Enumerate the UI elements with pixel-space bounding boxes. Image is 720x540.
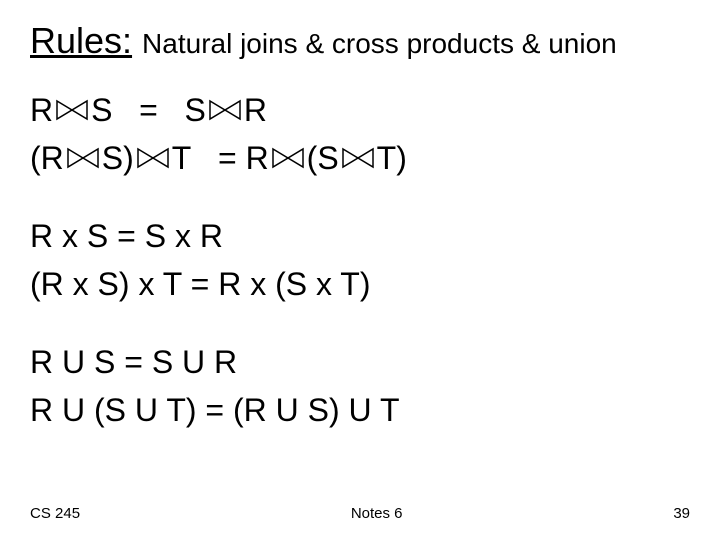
operand-r2: R bbox=[244, 86, 267, 134]
footer-left: CS 245 bbox=[30, 505, 80, 522]
bowtie-icon bbox=[136, 134, 170, 182]
cross-product-rules: R x S = S x R (R x S) x T = R x (S x T) bbox=[30, 212, 690, 308]
equals: = bbox=[191, 134, 245, 182]
rule-text: R x S = S x R bbox=[30, 212, 223, 260]
operand-s: S bbox=[91, 86, 112, 134]
equals: = bbox=[112, 86, 184, 134]
bowtie-icon bbox=[66, 134, 100, 182]
join-commutative: R S = S R bbox=[30, 86, 690, 134]
cross-commutative: R x S = S x R bbox=[30, 212, 690, 260]
title-sub: Natural joins & cross products & union bbox=[142, 28, 617, 60]
title-row: Rules: Natural joins & cross products & … bbox=[30, 20, 690, 62]
paren-t: T) bbox=[377, 134, 407, 182]
bowtie-icon bbox=[341, 134, 375, 182]
paren-s2: (S bbox=[307, 134, 339, 182]
operand-r2: R bbox=[246, 134, 269, 182]
union-rules: R U S = S U R R U (S U T) = (R U S) U T bbox=[30, 338, 690, 434]
union-commutative: R U S = S U R bbox=[30, 338, 690, 386]
operand-s2: S bbox=[184, 86, 205, 134]
join-associative: (R S) T = R (S T) bbox=[30, 134, 690, 182]
operand-r: R bbox=[30, 86, 53, 134]
bowtie-icon bbox=[271, 134, 305, 182]
bowtie-icon bbox=[55, 86, 89, 134]
rule-text: R U (S U T) = (R U S) U T bbox=[30, 386, 400, 434]
cross-associative: (R x S) x T = R x (S x T) bbox=[30, 260, 690, 308]
footer: CS 245 Notes 6 39 bbox=[30, 505, 690, 522]
paren-r: (R bbox=[30, 134, 64, 182]
rule-text: R U S = S U R bbox=[30, 338, 237, 386]
natural-join-rules: R S = S R (R S) T = R (S T) bbox=[30, 86, 690, 182]
footer-center: Notes 6 bbox=[351, 505, 403, 522]
rule-text: (R x S) x T = R x (S x T) bbox=[30, 260, 370, 308]
title-main: Rules: bbox=[30, 20, 132, 62]
union-associative: R U (S U T) = (R U S) U T bbox=[30, 386, 690, 434]
operand-t: T bbox=[172, 134, 192, 182]
paren-s: S) bbox=[102, 134, 134, 182]
bowtie-icon bbox=[208, 86, 242, 134]
footer-right: 39 bbox=[673, 505, 690, 522]
